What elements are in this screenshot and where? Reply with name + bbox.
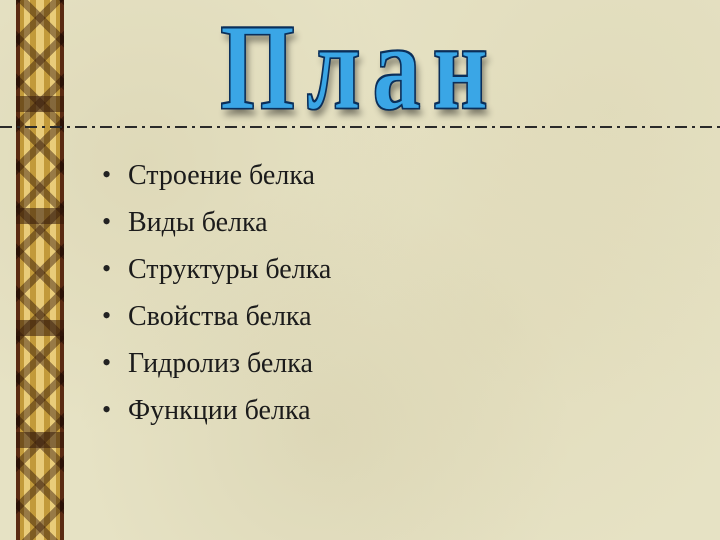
list-item-label: Свойства белка <box>128 301 312 332</box>
bullet-list: Строение белка Виды белка Структуры белк… <box>100 162 660 444</box>
slide: План Строение белка Виды белка Структуры… <box>0 0 720 540</box>
list-item: Структуры белка <box>100 256 660 284</box>
list-item: Свойства белка <box>100 303 660 331</box>
slide-title: План <box>0 6 720 129</box>
list-item-label: Виды белка <box>128 207 268 238</box>
list-item: Строение белка <box>100 162 660 190</box>
list-item: Виды белка <box>100 209 660 237</box>
list-item-label: Функции белка <box>128 395 311 426</box>
list-item-label: Гидролиз белка <box>128 348 313 379</box>
list-item-label: Структуры белка <box>128 254 331 285</box>
list-item: Функции белка <box>100 397 660 425</box>
list-item: Гидролиз белка <box>100 350 660 378</box>
divider-line <box>0 126 720 128</box>
list-item-label: Строение белка <box>128 160 315 191</box>
